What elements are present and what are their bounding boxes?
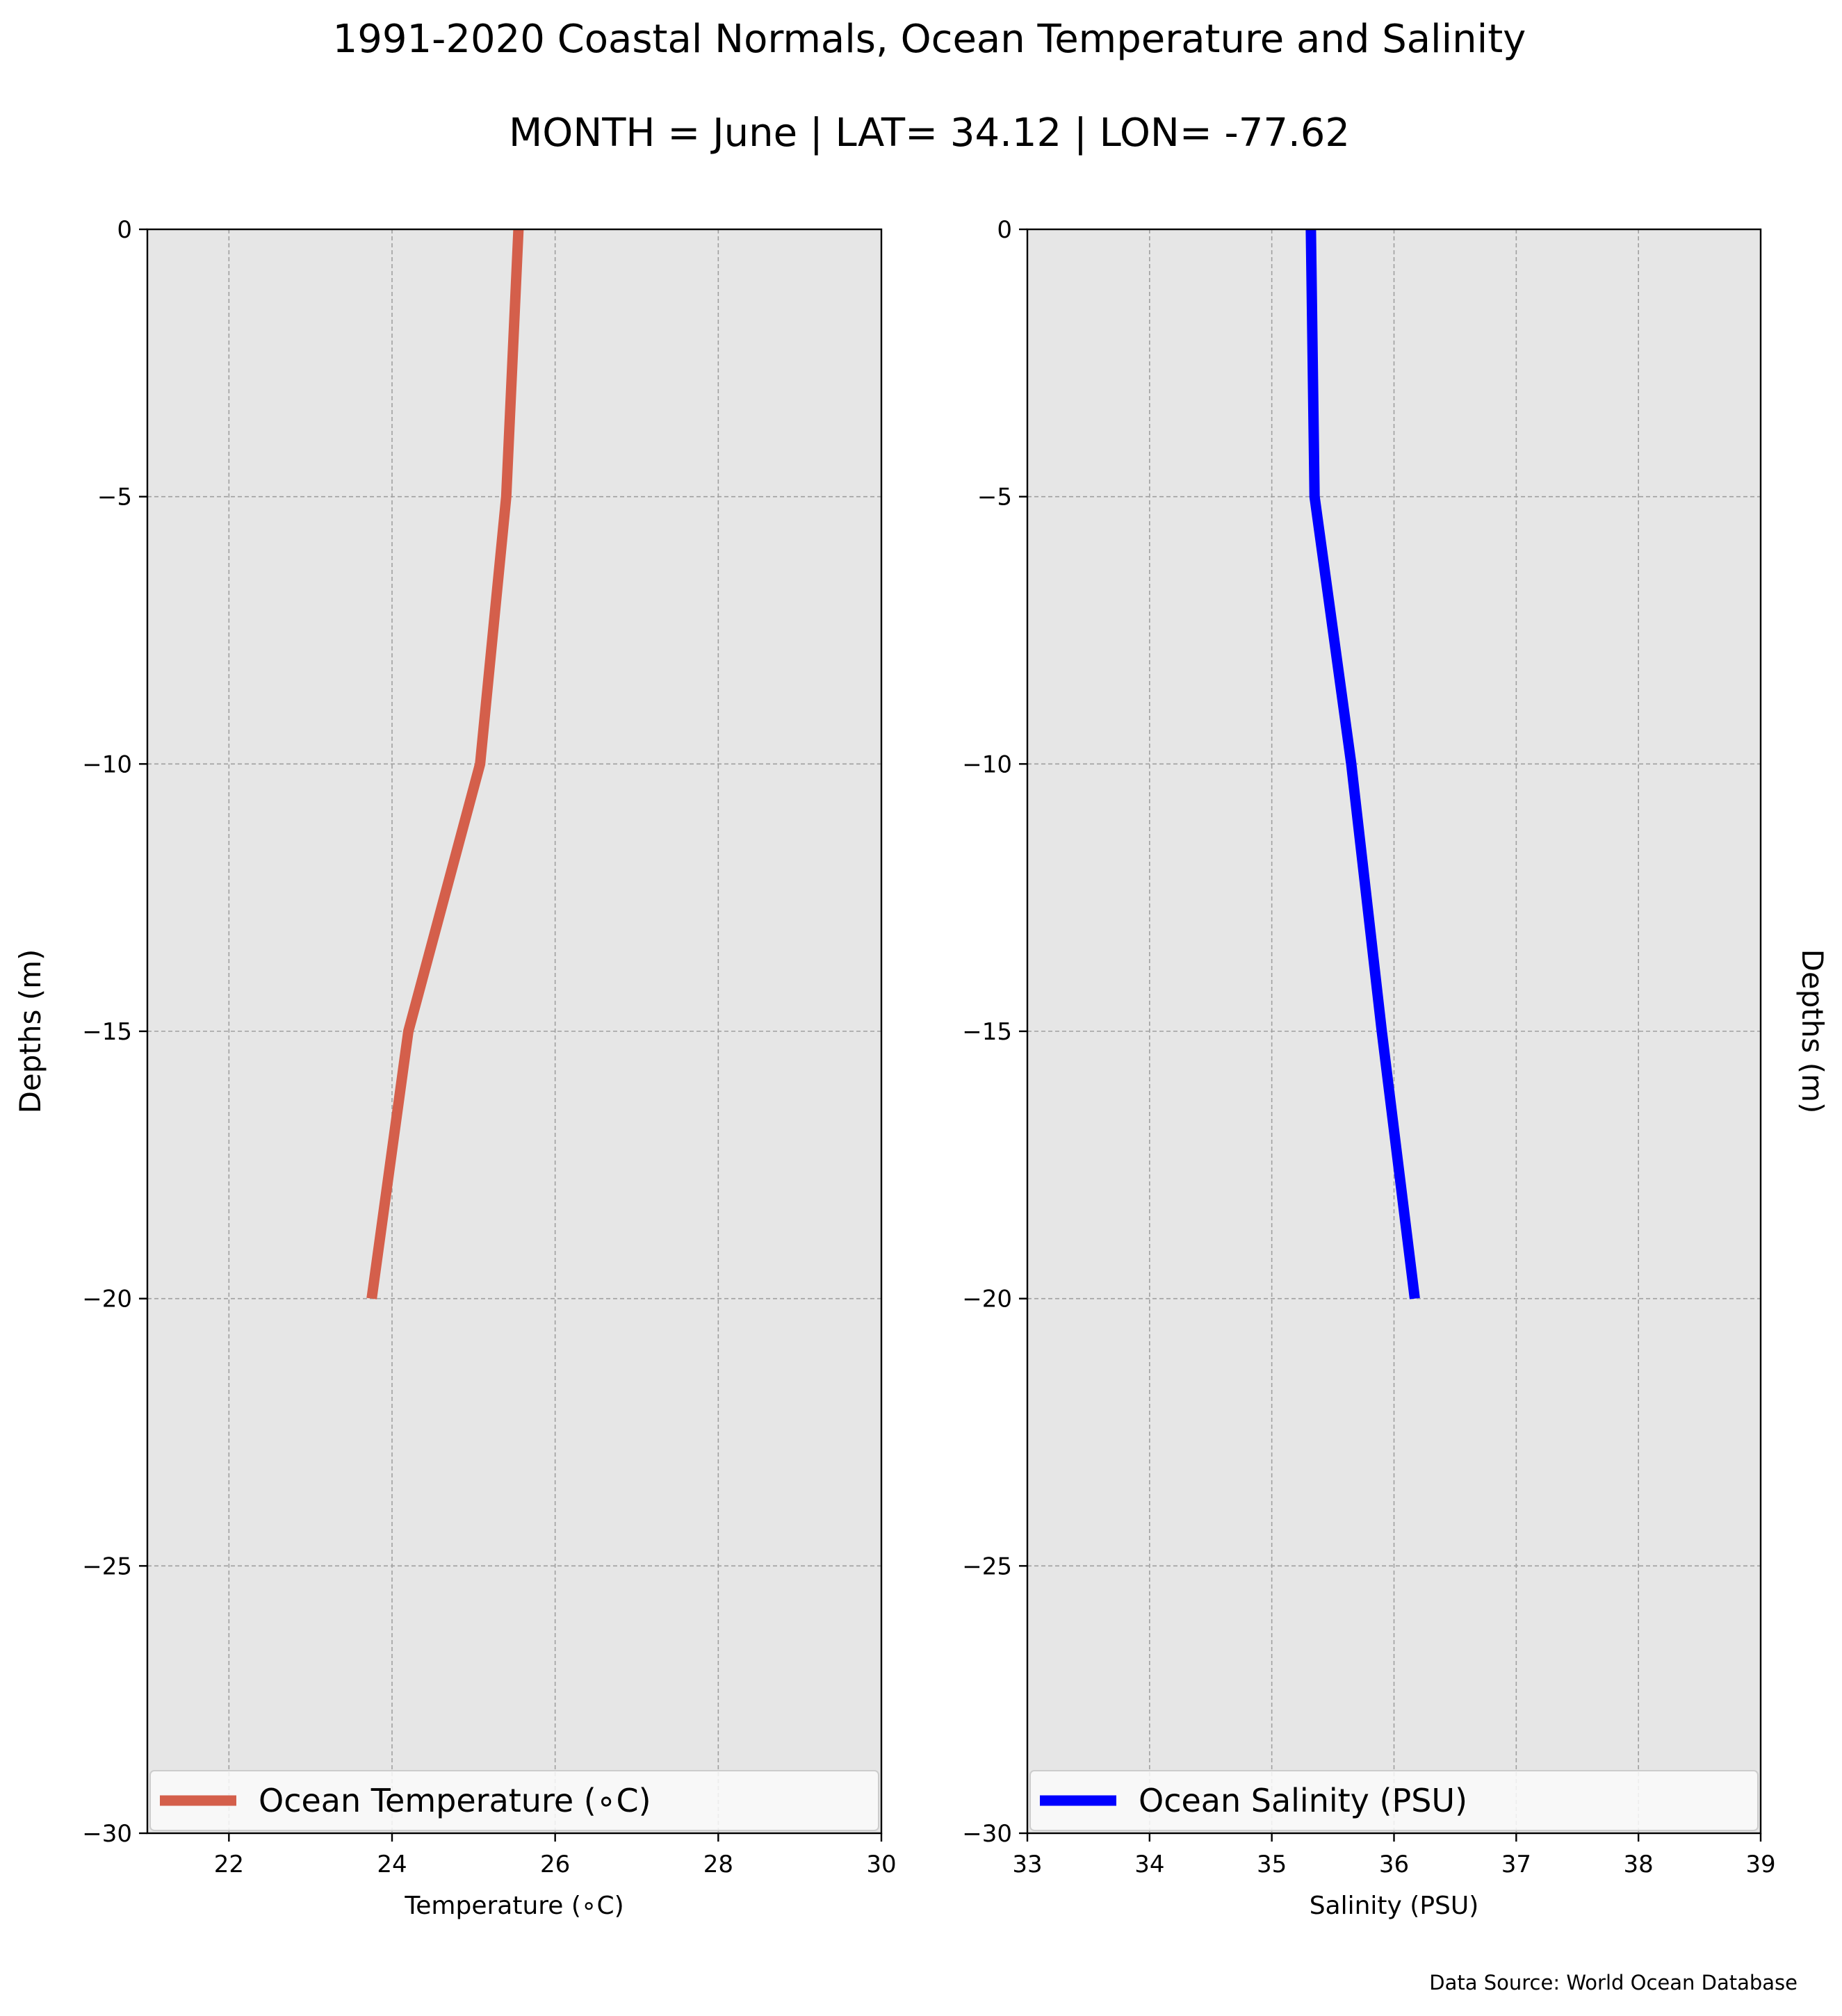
salinity-legend-label: Ocean Salinity (PSU) xyxy=(1139,1782,1467,1819)
y-tick-label: −30 xyxy=(82,1820,132,1848)
salinity-legend: Ocean Salinity (PSU) xyxy=(1029,1770,1759,1831)
x-tick-label: 28 xyxy=(703,1851,733,1878)
temperature-x-axis-label: Temperature (∘C) xyxy=(404,1892,623,1920)
y-tick-label: 0 xyxy=(997,216,1012,244)
temperature-legend-box xyxy=(149,1770,879,1831)
salinity-chart: Ocean Salinity (PSU) 33 34 35 36 37 38 39 0 −5 −1… xyxy=(962,216,1829,1920)
y-tick-label: −20 xyxy=(962,1286,1012,1313)
y-tick-label: −25 xyxy=(82,1552,132,1580)
salinity-y-axis-label: Depths (m) xyxy=(1795,949,1829,1114)
temperature-grid xyxy=(147,229,881,1833)
y-tick-label: −20 xyxy=(82,1286,132,1313)
chart-subtitle: MONTH = June | LAT= 34.12 | LON= -77.62 xyxy=(509,110,1350,156)
y-tick-label: 0 xyxy=(117,216,132,244)
series-line xyxy=(1305,229,1420,1300)
temperature-legend-label: Ocean Temperature (∘C) xyxy=(259,1782,651,1819)
salinity-line-layer xyxy=(1305,229,1420,1300)
x-tick-label: 33 xyxy=(1012,1851,1042,1878)
x-tick-label: 35 xyxy=(1257,1851,1287,1878)
data-source-note: Data Source: World Ocean Database xyxy=(1429,1971,1798,1994)
x-tick-label: 26 xyxy=(540,1851,570,1878)
x-tick-label: 24 xyxy=(377,1851,407,1878)
temperature-legend: Ocean Temperature (∘C) xyxy=(149,1770,879,1831)
x-tick-label: 34 xyxy=(1134,1851,1164,1878)
y-tick-label: −10 xyxy=(82,751,132,778)
salinity-grid xyxy=(1027,229,1761,1833)
temperature-y-axis-label: Depths (m) xyxy=(13,949,47,1114)
temperature-chart: Ocean Temperature (∘C) 22 24 26 28 30 0 −5 −10 −… xyxy=(13,216,897,1920)
x-tick-label: 37 xyxy=(1501,1851,1531,1878)
salinity-legend-box xyxy=(1029,1770,1759,1831)
y-tick-label: −15 xyxy=(962,1018,1012,1046)
y-tick-label: −5 xyxy=(97,484,132,511)
salinity-ticks: 33 34 35 36 37 38 39 0 −5 −10 −15 −20 −25 −30 xyxy=(962,216,1775,1878)
temperature-plot-area xyxy=(147,229,881,1833)
temperature-line-layer xyxy=(366,229,524,1300)
y-tick-label: −15 xyxy=(82,1018,132,1046)
series-line xyxy=(366,229,524,1300)
x-tick-label: 38 xyxy=(1624,1851,1654,1878)
y-tick-label: −25 xyxy=(962,1552,1012,1580)
y-tick-label: −5 xyxy=(977,484,1012,511)
y-tick-label: −10 xyxy=(962,751,1012,778)
salinity-x-axis-label: Salinity (PSU) xyxy=(1310,1892,1479,1920)
x-tick-label: 39 xyxy=(1745,1851,1775,1878)
temperature-ticks: 22 24 26 28 30 0 −5 −10 −15 −20 −25 −30 xyxy=(82,216,896,1878)
x-tick-label: 36 xyxy=(1379,1851,1409,1878)
y-tick-label: −30 xyxy=(962,1820,1012,1848)
x-tick-label: 22 xyxy=(214,1851,244,1878)
chart-title: 1991-2020 Coastal Normals, Ocean Tempera… xyxy=(333,17,1526,62)
x-tick-label: 30 xyxy=(866,1851,896,1878)
